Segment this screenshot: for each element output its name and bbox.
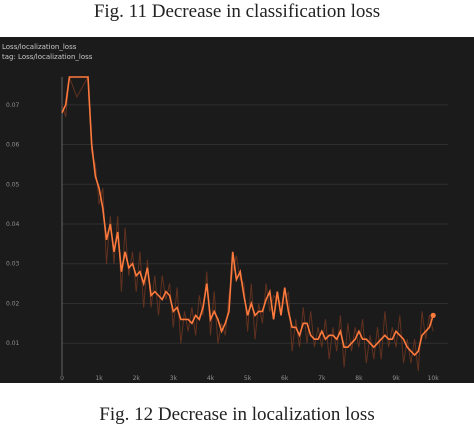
x-tick-label: 5k [244,375,252,382]
y-tick-label: 0.06 [6,142,20,149]
x-tick-label: 7k [318,375,326,382]
loss-line-chart: 0.01 0.02 0.03 0.04 0.05 0.06 0.07 0 1k 2k 3k 4k 5k… [6,75,448,382]
y-tick-labels: 0.01 0.02 0.03 0.04 0.05 0.06 0.07 [6,102,20,347]
x-tick-label: 3k [170,375,178,382]
last-point-marker [430,312,436,318]
x-tick-label: 1k [95,375,103,382]
x-tick-label: 9k [392,375,400,382]
smoothed-series [61,76,436,357]
x-tick-label: 4k [207,375,215,382]
x-tick-labels: 0 1k 2k 3k 4k 5k 6k 7k 8k 9k 10k [60,375,439,382]
chart-title: Loss/localization_loss [2,43,77,51]
smoothed-series-line [61,76,434,357]
y-tick-label: 0.04 [6,221,20,228]
x-tick-label: 8k [355,375,363,382]
y-tick-label: 0.02 [6,300,20,307]
x-tick-label: 10k [428,375,440,382]
chart-panel: Loss/localization_loss tag: Loss/localiz… [0,37,474,383]
y-tick-label: 0.01 [6,340,20,347]
y-tick-label: 0.03 [6,261,20,268]
x-tick-label: 6k [281,375,289,382]
figure-12-caption: Fig. 12 Decrease in localization loss [99,404,375,425]
y-tick-label: 0.05 [6,181,20,188]
x-tick-label: 2k [133,375,141,382]
figure-11-caption: Fig. 11 Decrease in classification loss [93,1,381,22]
y-tick-label: 0.07 [6,102,20,109]
x-tick-label: 0 [60,375,64,382]
grid-lines [62,104,448,344]
chart-subtitle: tag: Loss/localization_loss [2,53,93,61]
